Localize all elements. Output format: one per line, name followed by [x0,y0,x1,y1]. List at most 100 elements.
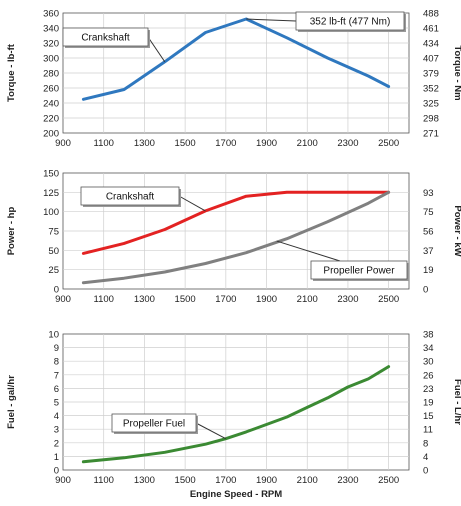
y-tick-label: 7 [54,370,59,381]
y-tick-label: 150 [43,169,59,180]
x-tick-label: 900 [55,294,71,305]
callout-leader [178,195,206,212]
y2-tick-label: 11 [423,425,433,436]
chart-panel-2: 900 1100 1300 1500 1700 1900 2100 2300 250002550… [6,169,461,306]
callout-leader [147,36,166,63]
chart-panel-3: 900 1100 1300 1500 1700 1900 2100 2300 250001234… [6,330,461,487]
callout-label: Crankshaft [81,33,130,44]
x-tick-label: 1300 [134,138,155,149]
y2-tick-label: 379 [423,69,439,80]
y-tick-label: 200 [43,129,59,140]
x-tick-label: 2100 [297,294,318,305]
y-axis-label: Fuel - gal/hr [6,375,17,429]
y-tick-label: 340 [43,24,59,35]
x-tick-label: 2100 [297,138,318,149]
x-tick-label: 1500 [175,294,196,305]
y2-tick-label: 0 [423,285,428,296]
x-tick-label: 1500 [175,138,196,149]
callout-label: 352 lb-ft (477 Nm) [310,17,391,28]
y-tick-label: 75 [48,227,59,238]
y-tick-label: 1 [54,452,59,463]
y-tick-label: 0 [54,285,59,296]
callout-label: Crankshaft [106,192,155,203]
x-tick-label: 1700 [215,475,236,486]
x-tick-label: 1100 [93,138,113,149]
y2-tick-label: 271 [423,129,439,140]
y-tick-label: 5 [54,398,59,409]
callout-label: Propeller Power [323,266,395,277]
x-tick-label: 1100 [93,475,113,486]
y2-tick-label: 434 [423,39,439,50]
y-tick-label: 125 [43,188,59,199]
y2-tick-label: 37 [423,246,434,257]
y-tick-label: 9 [54,343,59,354]
y2-tick-label: 4 [423,452,428,463]
x-tick-label: 1900 [256,294,277,305]
y-tick-label: 25 [48,265,59,276]
callout-leader [195,422,227,440]
callout-label: Propeller Fuel [123,419,185,430]
x-tick-label: 2500 [378,138,399,149]
y2-tick-label: 352 [423,84,439,95]
x-tick-label: 2500 [378,475,399,486]
x-tick-label: 1300 [134,475,155,486]
propeller-power-callout [310,260,408,280]
y-axis-label: Torque - lb-ft [6,43,17,102]
x-tick-label: 2300 [337,475,358,486]
x-tick-label: 2300 [337,294,358,305]
x-tick-label: 2100 [297,475,318,486]
callout-leader [246,18,297,22]
x-tick-label: 900 [55,475,71,486]
y-tick-label: 360 [43,9,59,20]
y-tick-label: 240 [43,99,59,110]
y2-tick-label: 0 [423,466,428,477]
y2-tick-label: 488 [423,9,439,20]
y-tick-label: 6 [54,384,59,395]
y2-tick-label: 19 [423,265,434,276]
y-tick-label: 0 [54,466,59,477]
y2-tick-label: 38 [423,330,434,341]
y2-tick-label: 34 [423,343,434,354]
y-tick-label: 3 [54,425,59,436]
x-tick-label: 900 [55,138,71,149]
y-tick-label: 280 [43,69,59,80]
y-tick-label: 8 [54,357,59,368]
y-tick-label: 320 [43,39,59,50]
peak-torque-callout [295,11,405,31]
propeller-fuel-callout [111,413,197,433]
x-axis-label: Engine Speed - RPM [190,489,282,500]
y-tick-label: 300 [43,54,59,65]
series-line-propeller-fuel [81,365,391,464]
series-line-propeller-power [81,190,391,285]
x-tick-label: 1500 [175,475,196,486]
y2-tick-label: 75 [423,207,434,218]
y2-tick-label: 325 [423,99,439,110]
series-line-crankshaft [81,190,391,255]
y2-tick-label: 19 [423,398,434,409]
crankshaft-torque-callout [62,27,149,47]
y2-tick-label: 56 [423,227,434,238]
y-tick-label: 2 [54,438,59,449]
x-tick-label: 1900 [256,475,277,486]
y-tick-label: 220 [43,114,59,125]
callout-leader [276,240,341,262]
y2-tick-label: 8 [423,438,428,449]
x-tick-label: 2300 [337,138,358,149]
x-tick-label: 1700 [215,138,236,149]
x-tick-label: 1900 [256,138,277,149]
x-tick-label: 1700 [215,294,236,305]
y-tick-label: 50 [48,246,59,257]
y2-tick-label: 461 [423,24,439,35]
x-tick-label: 1100 [93,294,113,305]
y2-tick-label: 26 [423,370,434,381]
x-tick-label: 2500 [378,294,399,305]
y-tick-label: 100 [43,207,59,218]
y2-tick-label: 23 [423,384,434,395]
x-tick-label: 1300 [134,294,155,305]
y-tick-label: 10 [48,330,59,341]
chart-panel-1: 900 1100 1300 1500 1700 1900 2100 2300 2500 200 22… [6,9,461,150]
crankshaft-power-callout [80,186,180,206]
y2-tick-label: 298 [423,114,439,125]
y2-axis-label: Power - kW [452,205,461,256]
